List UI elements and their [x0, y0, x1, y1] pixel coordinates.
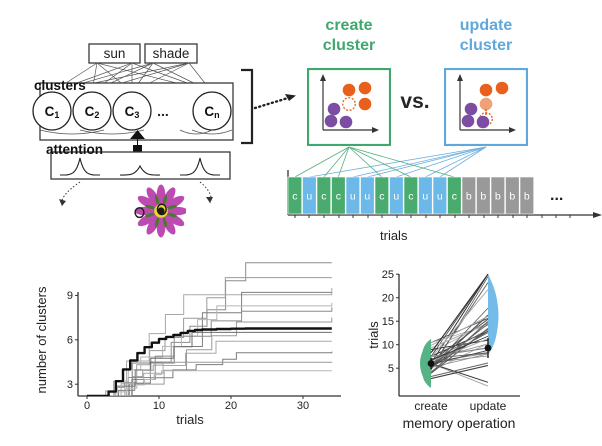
- svg-text:15: 15: [382, 316, 394, 328]
- svg-text:create: create: [414, 399, 448, 413]
- svg-text:update: update: [470, 399, 507, 413]
- svg-text:memory operation: memory operation: [403, 415, 516, 431]
- svg-text:25: 25: [382, 269, 394, 281]
- svg-text:trials: trials: [366, 321, 381, 349]
- svg-text:20: 20: [382, 293, 394, 305]
- svg-text:10: 10: [382, 340, 394, 352]
- svg-text:5: 5: [388, 363, 394, 375]
